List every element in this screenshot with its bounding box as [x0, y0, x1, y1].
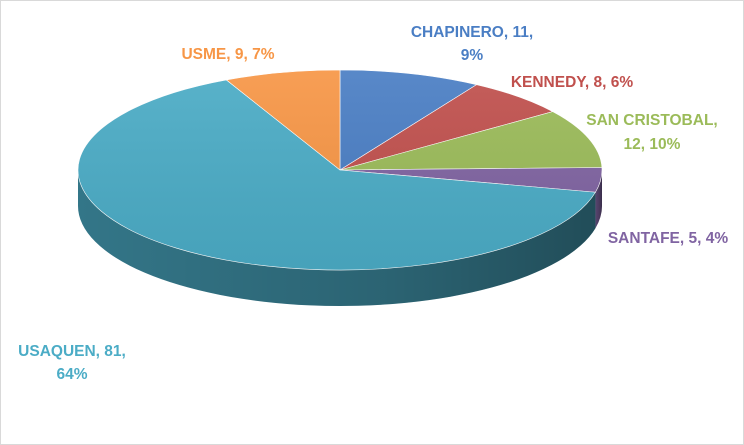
pie-top-shading: [78, 70, 602, 270]
data-label-chapinero: CHAPINERO, 11,: [411, 24, 533, 41]
pie-top: [77, 69, 603, 271]
data-label-usme: USME, 9, 7%: [181, 46, 274, 63]
data-label-usaquen: USAQUEN, 81,: [18, 343, 126, 360]
data-label-san-cristobal-line2: 12, 10%: [624, 136, 681, 153]
data-label-chapinero-line2: 9%: [461, 47, 484, 64]
data-label-kennedy: KENNEDY, 8, 6%: [511, 74, 634, 91]
pie-sides: [78, 170, 602, 306]
data-label-san-cristobal: SAN CRISTOBAL,: [586, 112, 717, 129]
pie-side-shading: [78, 170, 596, 306]
pie-side-shading: [595, 170, 602, 229]
data-label-santafe: SANTAFE, 5, 4%: [608, 230, 729, 247]
data-label-usaquen-line2: 64%: [56, 366, 87, 383]
data-labels: CHAPINERO, 11, 9% KENNEDY, 8, 6% SAN CRISTO…: [18, 24, 728, 383]
